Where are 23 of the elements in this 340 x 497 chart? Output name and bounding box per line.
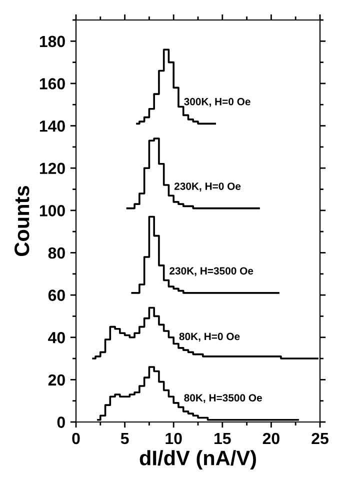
x-tick-label: 20: [262, 432, 280, 444]
y-tick-label: 20: [48, 374, 65, 386]
series-label: 230K, H=3500 Oe: [170, 267, 254, 276]
y-tick-label: 100: [40, 205, 65, 216]
series-label: 80K, H=0 Oe: [179, 332, 240, 342]
y-tick-label: 60: [48, 290, 65, 301]
x-tick-label: 10: [166, 432, 182, 444]
series-label: 300K, H=0 Oe: [184, 98, 250, 107]
y-tick-label: 80: [48, 247, 65, 259]
y-axis-title: Counts: [14, 186, 30, 256]
y-tick-label: 140: [40, 120, 65, 132]
y-tick-label: 160: [40, 78, 65, 90]
x-tick-label: 5: [120, 433, 129, 444]
y-tick-label: 0: [57, 416, 65, 428]
x-tick-label: 25: [312, 432, 328, 444]
y-tick-label: 180: [40, 36, 65, 48]
series-label: 80K, H=3500 Oe: [184, 394, 262, 404]
y-tick-label: 120: [40, 162, 65, 174]
series-label: 230K, H=0 Oe: [174, 182, 241, 192]
x-tick-label: 15: [214, 433, 231, 444]
x-tick-label: 0: [72, 432, 80, 444]
y-tick-label: 40: [48, 332, 65, 344]
x-axis-title: dI/dV (nA/V): [140, 450, 256, 470]
